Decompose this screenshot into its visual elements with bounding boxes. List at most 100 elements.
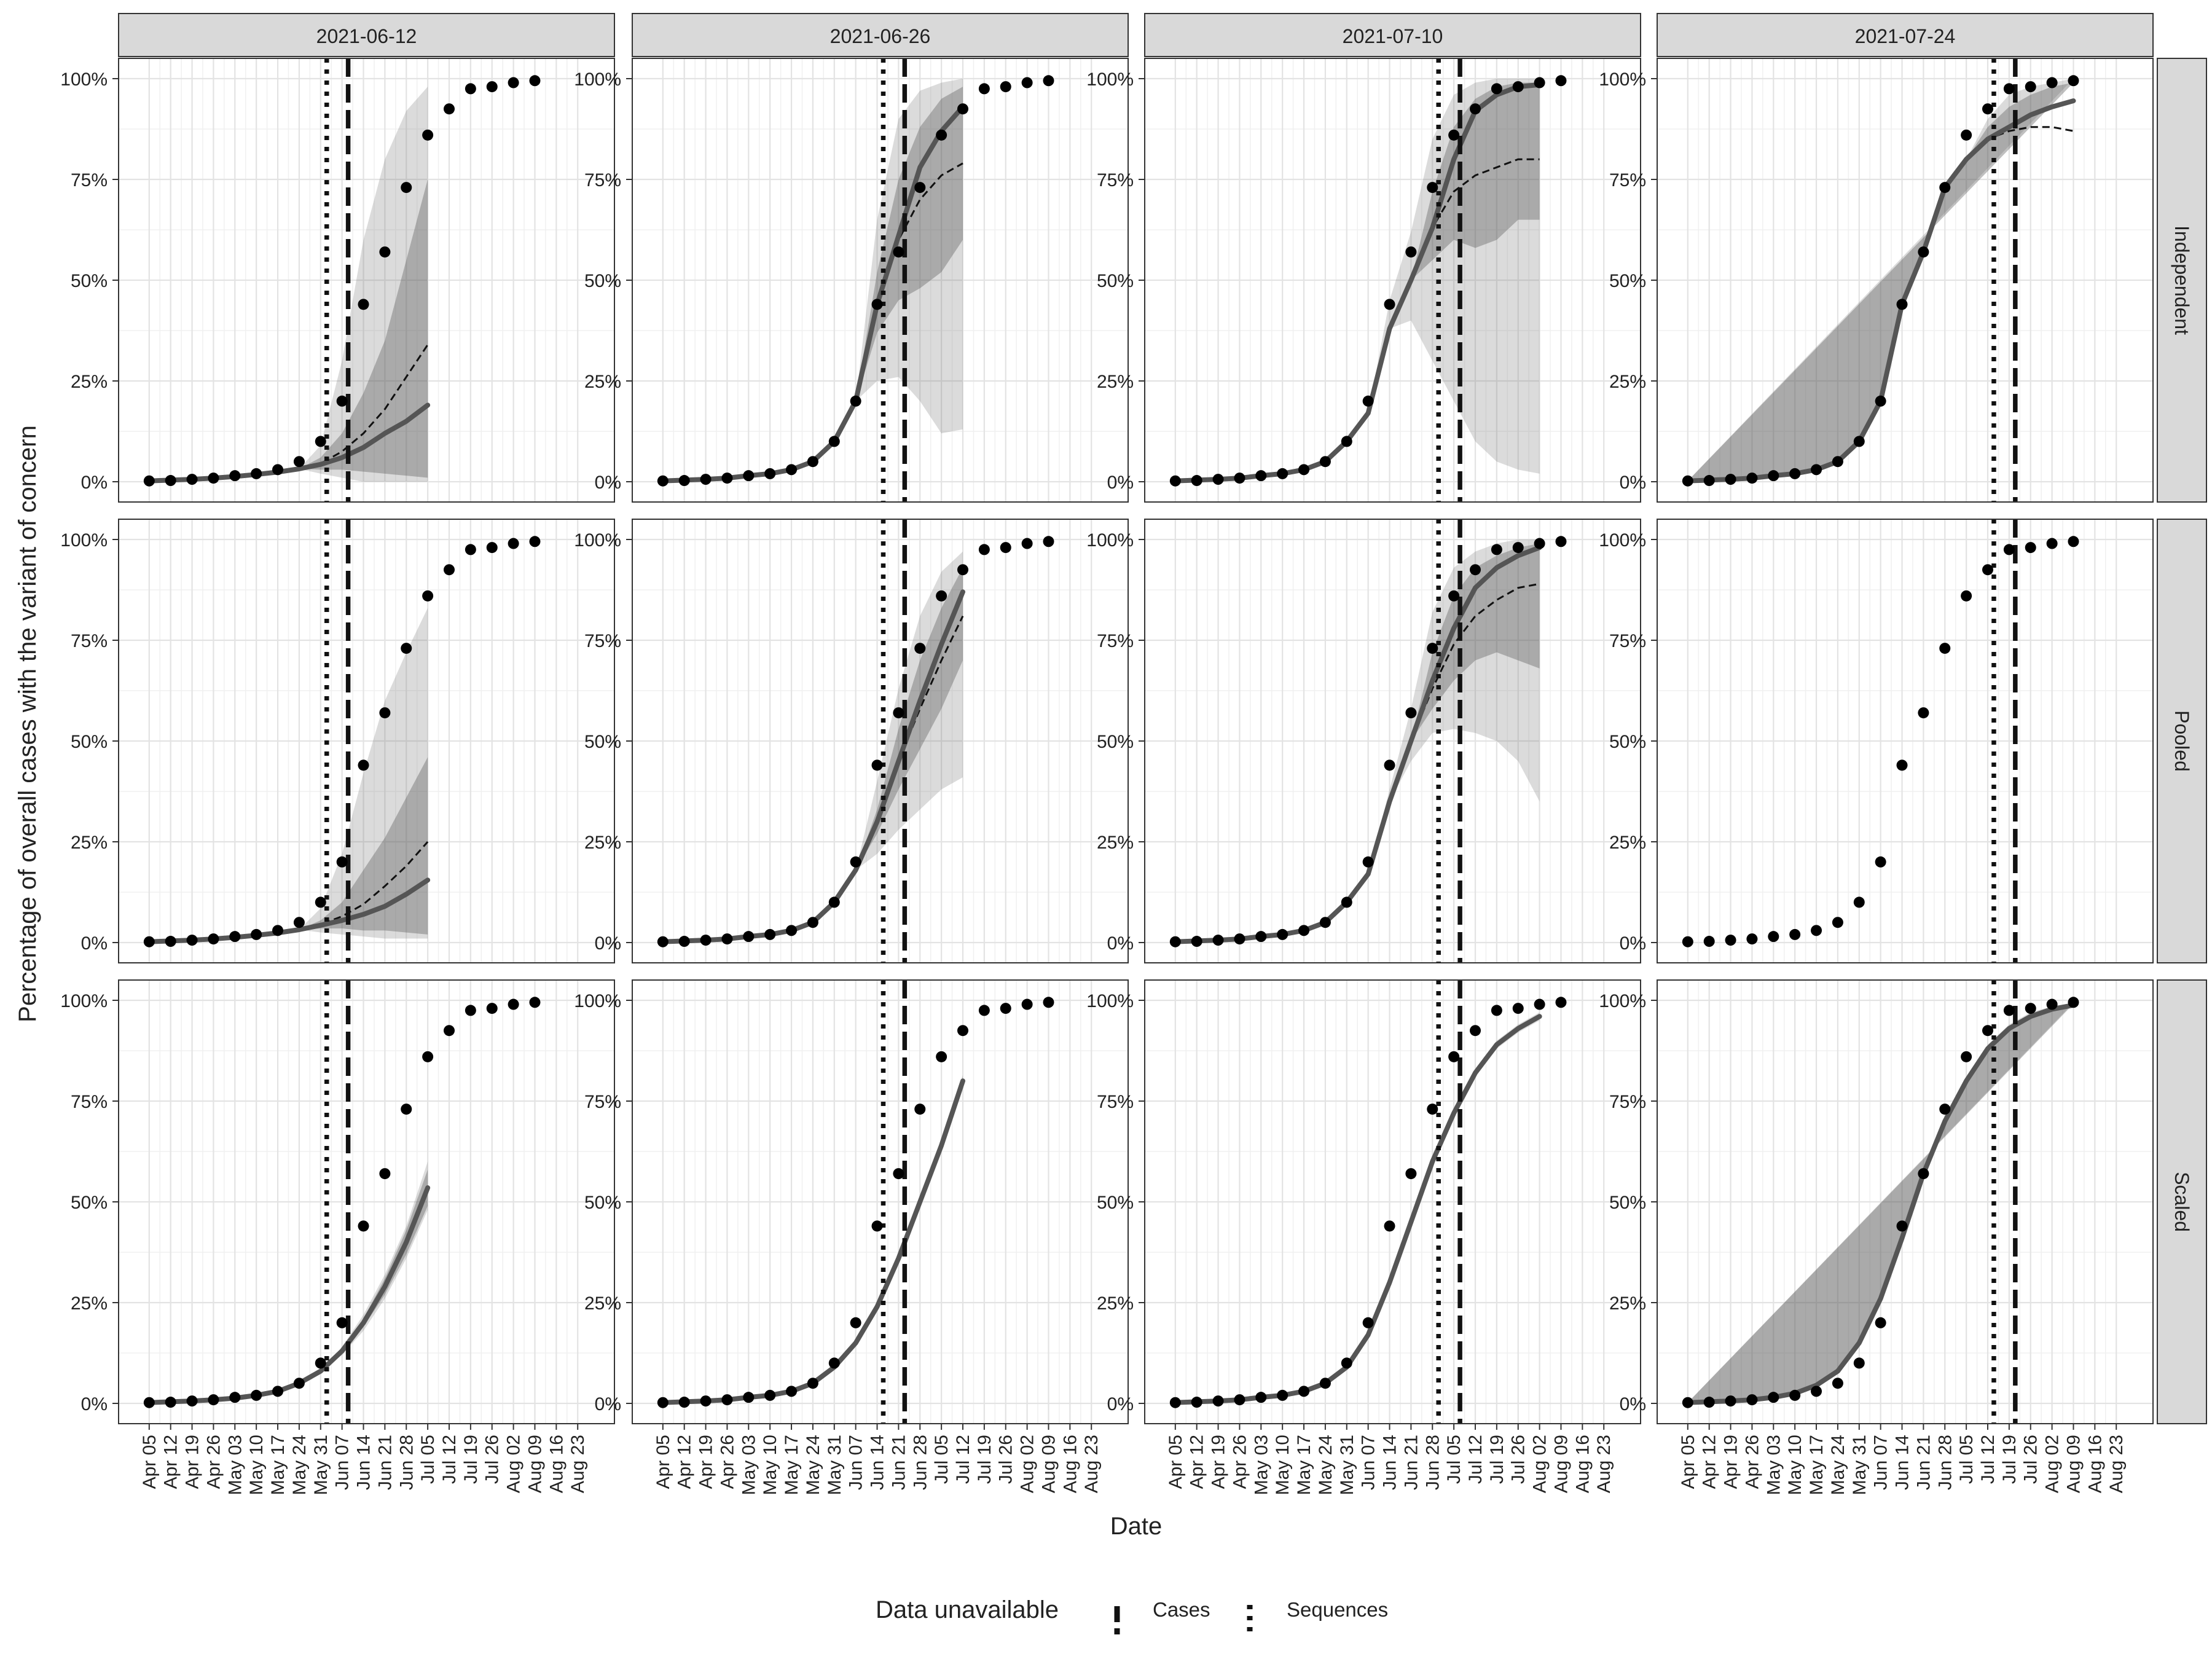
- x-tick-label: Aug 23: [2106, 1435, 2127, 1493]
- x-tick-label: May 10: [246, 1435, 267, 1495]
- x-tick-label: Aug 23: [568, 1435, 588, 1493]
- observed-point: [1043, 997, 1054, 1008]
- observed-point: [358, 759, 369, 771]
- facet-strip-row: [2157, 58, 2207, 503]
- observed-point: [529, 536, 541, 547]
- facet-column-label: 2021-06-12: [316, 25, 417, 47]
- x-tick-label: Jul 26: [1508, 1435, 1529, 1484]
- observed-point: [764, 468, 776, 479]
- observed-point: [657, 1397, 669, 1408]
- x-tick-label: May 24: [289, 1435, 310, 1495]
- x-tick-label: Aug 02: [2042, 1435, 2063, 1493]
- y-tick-label: 100%: [1599, 991, 1646, 1011]
- observed-point: [1918, 246, 1929, 258]
- observed-point: [422, 129, 434, 141]
- observed-point: [1789, 1389, 1801, 1401]
- observed-point: [1811, 1386, 1822, 1397]
- x-tick-label: May 10: [1273, 1435, 1293, 1495]
- observed-point: [208, 1394, 219, 1406]
- observed-point: [1534, 998, 1545, 1010]
- x-tick-label: Aug 09: [2063, 1435, 2084, 1493]
- x-tick-label: Jul 26: [482, 1435, 503, 1484]
- observed-point: [1191, 475, 1202, 487]
- observed-point: [1234, 473, 1245, 484]
- observed-point: [2046, 538, 2058, 549]
- x-tick-label: May 31: [825, 1435, 845, 1495]
- observed-point: [893, 246, 904, 258]
- facet-strip-row: [2157, 979, 2207, 1424]
- x-tick-label: May 17: [1806, 1435, 1827, 1495]
- observed-point: [807, 1378, 818, 1389]
- observed-point: [1982, 564, 1993, 576]
- observed-point: [444, 564, 455, 576]
- observed-point: [143, 1397, 155, 1408]
- panel: 0%25%50%75%100%Apr 05 Apr 12 Apr 19 Apr 26 M…: [1086, 979, 1641, 1495]
- y-tick-label: 50%: [71, 732, 108, 752]
- x-tick-label: May 03: [1251, 1435, 1271, 1495]
- y-tick-label: 0%: [1620, 473, 1646, 493]
- facet-row-label: Independent: [2171, 226, 2193, 335]
- observed-point: [1448, 590, 1460, 602]
- panel: 0% 25% 50% 75% 100%: [1599, 519, 2154, 963]
- observed-point: [936, 1051, 947, 1062]
- observed-point: [1341, 436, 1352, 447]
- observed-point: [978, 83, 990, 95]
- observed-point: [143, 475, 155, 487]
- y-tick-label: 0%: [81, 473, 108, 493]
- observed-point: [850, 1317, 861, 1328]
- y-tick-label: 50%: [1609, 271, 1646, 291]
- x-tick-label: Jul 19: [461, 1435, 481, 1484]
- x-tick-label: Aug 02: [504, 1435, 524, 1493]
- observed-point: [2068, 997, 2079, 1008]
- facet-strip-column: [1144, 13, 1641, 57]
- x-tick-label: Jul 05: [931, 1435, 952, 1484]
- observed-point: [465, 1005, 476, 1016]
- observed-point: [486, 1003, 498, 1014]
- x-tick-label: Jun 28: [1422, 1435, 1443, 1490]
- observed-point: [422, 590, 434, 602]
- y-tick-label: 100%: [60, 991, 108, 1011]
- observed-point: [657, 475, 669, 487]
- x-tick-label: Apr 26: [717, 1435, 737, 1489]
- y-tick-label: 0%: [81, 1394, 108, 1414]
- y-tick-label: 25%: [584, 833, 621, 853]
- interval-inner: [1687, 82, 2074, 481]
- observed-point: [1021, 77, 1033, 88]
- facet-strip-column: [1657, 13, 2154, 57]
- observed-point: [293, 1378, 305, 1389]
- x-tick-label: Aug 16: [546, 1435, 567, 1493]
- observed-point: [1918, 707, 1929, 719]
- y-tick-label: 75%: [1097, 631, 1134, 651]
- x-tick-label: Apr 19: [1721, 1435, 1741, 1489]
- observed-point: [1212, 474, 1224, 485]
- y-tick-label: 100%: [574, 991, 621, 1011]
- observed-point: [2046, 998, 2058, 1010]
- y-tick-label: 50%: [1609, 1193, 1646, 1213]
- y-tick-label: 25%: [71, 833, 108, 853]
- observed-point: [1491, 83, 1502, 95]
- observed-point: [1896, 299, 1908, 310]
- observed-point: [871, 299, 883, 310]
- observed-point: [1789, 468, 1801, 479]
- x-tick-label: Jun 14: [1892, 1435, 1913, 1490]
- interval-inner: [662, 87, 963, 481]
- y-tick-label: 100%: [60, 69, 108, 90]
- observed-point: [379, 246, 391, 258]
- y-tick-label: 0%: [81, 933, 108, 954]
- panel: 0%25%50%75%100%Apr 05 Apr 12 Apr 19 Apr 26 M…: [60, 979, 615, 1495]
- observed-point: [186, 1395, 198, 1407]
- observed-point: [743, 470, 755, 482]
- observed-point: [529, 997, 541, 1008]
- observed-point: [1255, 931, 1267, 943]
- observed-point: [251, 1389, 262, 1401]
- x-tick-label: Aug 09: [1038, 1435, 1059, 1493]
- y-tick-label: 100%: [1086, 69, 1134, 90]
- y-tick-label: 50%: [1097, 1193, 1134, 1213]
- observed-point: [1362, 856, 1374, 868]
- observed-point: [1789, 928, 1801, 940]
- x-tick-label: Aug 09: [525, 1435, 545, 1493]
- observed-point: [1341, 896, 1352, 908]
- panel: 0% 25% 50% 75% 100%: [60, 58, 615, 503]
- x-tick-label: Apr 26: [1230, 1435, 1250, 1489]
- observed-point: [2046, 77, 2058, 88]
